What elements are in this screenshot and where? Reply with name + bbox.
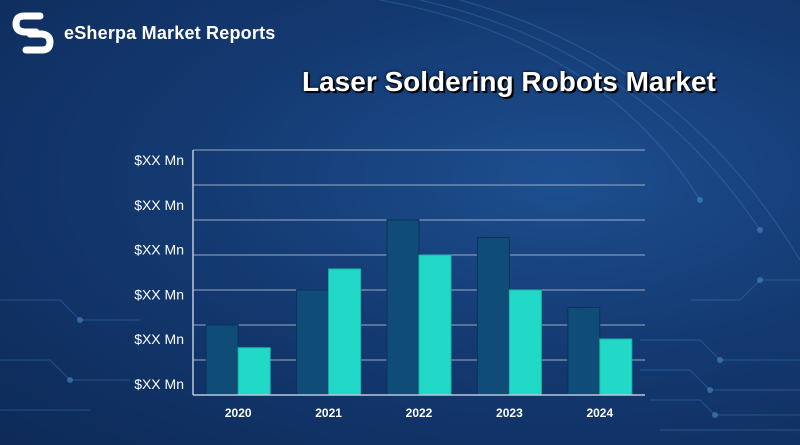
y-tick-label: $XX Mn xyxy=(134,152,184,168)
y-tick-label: $XX Mn xyxy=(134,286,184,302)
brand-header: eSherpa Market Reports xyxy=(10,10,275,56)
x-tick-label: 2024 xyxy=(586,406,613,420)
bar-2022-series-1 xyxy=(386,219,420,396)
bar-2020-series-1 xyxy=(205,324,239,396)
y-tick-label: $XX Mn xyxy=(134,331,184,347)
bars xyxy=(205,219,633,396)
bar-2021-series-2 xyxy=(328,268,362,396)
bar-2023-series-2 xyxy=(508,289,542,396)
x-tick-label: 2021 xyxy=(315,406,342,420)
bar-2020-series-2 xyxy=(237,347,271,396)
bar-2021-series-1 xyxy=(296,289,330,396)
x-tick-label: 2020 xyxy=(225,406,252,420)
y-tick-label: $XX Mn xyxy=(134,197,184,213)
chart-title: Laser Soldering Robots Market xyxy=(302,66,716,97)
bar-2022-series-2 xyxy=(418,254,452,396)
x-tick-label: 2023 xyxy=(496,406,523,420)
x-axis-ticks: 2020 2021 2022 2023 2024 xyxy=(225,406,614,420)
sherpa-s-logo-icon xyxy=(12,12,54,54)
bar-2024-series-2 xyxy=(599,338,633,396)
x-tick-label: 2022 xyxy=(406,406,433,420)
brand-name: eSherpa Market Reports xyxy=(64,22,276,43)
bar-2024-series-1 xyxy=(567,307,601,396)
y-axis-ticks: $XX Mn $XX Mn $XX Mn $XX Mn $XX Mn $XX Mn xyxy=(134,152,184,392)
bar-2023-series-1 xyxy=(476,237,510,396)
y-tick-label: $XX Mn xyxy=(134,242,184,258)
y-tick-label: $XX Mn xyxy=(134,376,184,392)
